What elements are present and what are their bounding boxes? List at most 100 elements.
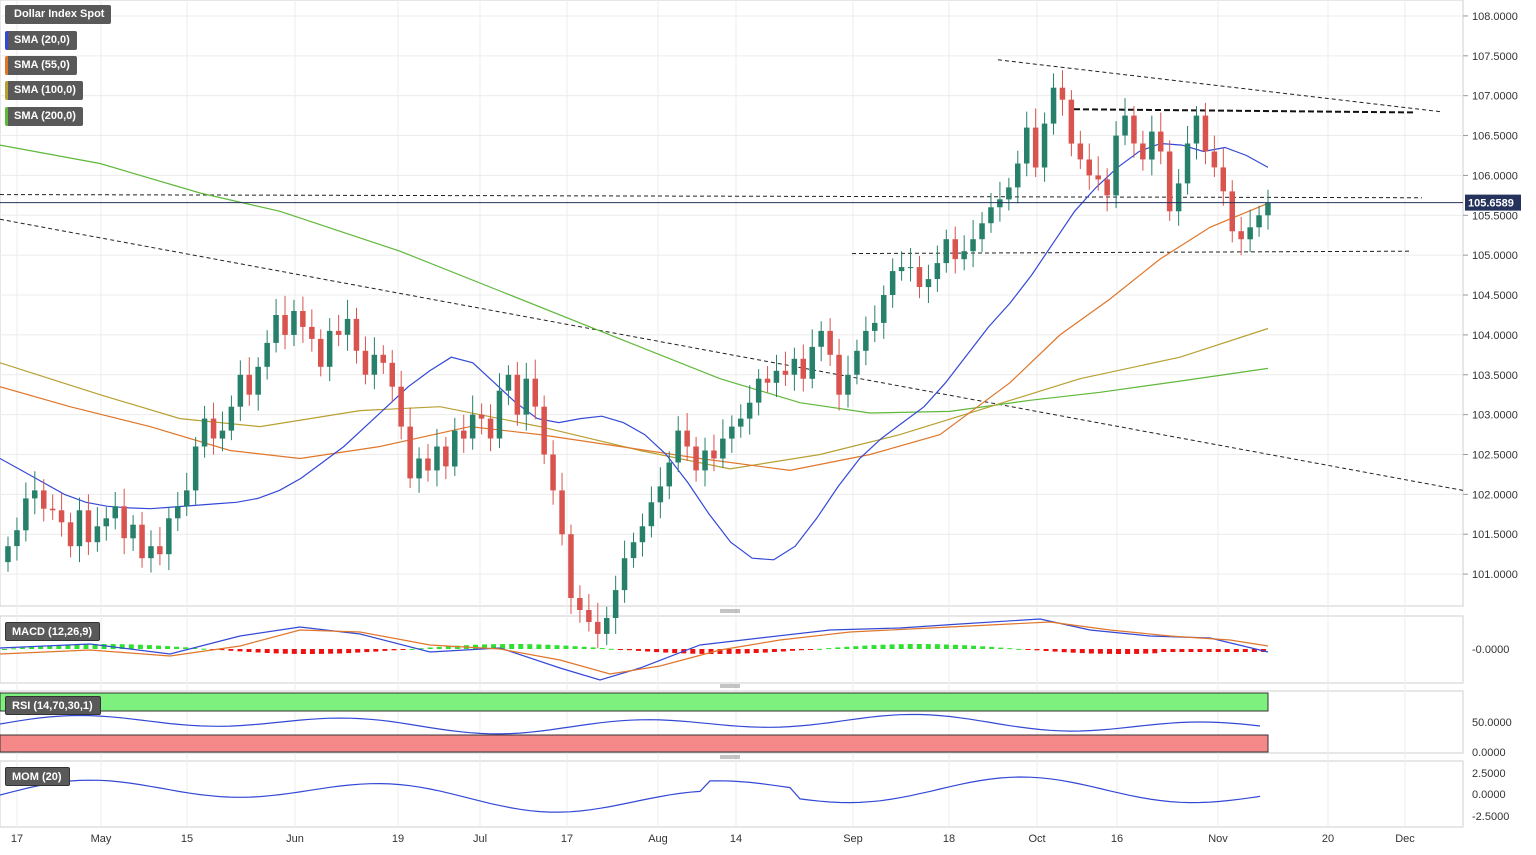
macd-histogram-bar [2,649,7,650]
price-tick-label: 104.0000 [1472,330,1518,342]
macd-histogram-bar [409,648,415,650]
candle-up [1041,123,1048,168]
macd-histogram-bar [708,649,714,654]
candle-up [434,446,440,471]
candle-up [925,279,932,288]
legend-sma200[interactable]: SMA (200,0) [5,107,83,126]
horizontal-top-channel [1073,108,1415,114]
candle-down [335,330,342,335]
macd-histogram-bar [626,649,632,651]
candle-down [550,454,556,491]
candle-down [318,338,324,367]
legend-sma20[interactable]: SMA (20,0) [5,31,77,50]
macd-histogram-bar [56,645,62,649]
macd-histogram-bar [174,646,180,649]
candle-down [782,370,789,375]
candle-up [219,430,226,439]
rsi-tick-label: 50.0000 [1472,717,1512,729]
candle-up [854,350,860,375]
macd-histogram-bar [536,644,542,649]
rsi-label-tag[interactable]: RSI (14,70,30,1) [5,696,101,715]
macd-histogram-bar [119,644,125,649]
macd-histogram-bar [500,644,506,649]
candle-up [148,546,154,559]
candle-up [228,406,235,431]
candle-up [184,490,190,507]
instrument-title: Dollar Index Spot [14,8,105,20]
candle-down [1220,167,1226,192]
rsi-tick-label: 0.0000 [1472,747,1506,759]
candle-down [121,506,127,539]
candle-down [282,315,288,335]
candle-up [818,330,824,347]
macd-histogram-bar [699,649,705,654]
candle-down [577,598,583,610]
macd-histogram-bar [1170,649,1176,652]
mom-label-tag[interactable]: MOM (20) [5,767,70,786]
legend-sma55[interactable]: SMA (55,0) [5,56,77,75]
candle-down [41,490,47,509]
candle-up [1149,131,1155,160]
macd-histogram-bar [744,649,750,654]
candle-down [541,406,547,455]
price-tick-label: 106.5000 [1472,131,1518,143]
candle-up [273,315,279,343]
x-tick-label: 16 [1111,833,1123,845]
macd-histogram-bar [264,649,270,653]
macd-histogram-bar [473,644,478,649]
candle-up [604,618,610,634]
candle-up [1256,215,1262,228]
price-tick-label: 107.5000 [1472,51,1518,63]
macd-histogram-bar [146,645,152,649]
macd-histogram-bar [165,646,170,649]
macd-histogram-bar [364,649,370,653]
macd-histogram-bar [291,649,297,654]
macd-histogram-bar [518,644,524,649]
candle-down [425,458,431,471]
macd-histogram-bar [971,645,977,649]
macd-histogram-bar [400,649,406,650]
macd-histogram-bar [780,649,786,652]
macd-histogram-bar [201,648,207,650]
macd-histogram-bar [1025,649,1031,650]
candle-down [1140,143,1146,160]
candle-up [201,418,208,447]
candle-up [469,414,476,439]
candle-up [1265,202,1271,216]
macd-histogram-bar [101,644,107,649]
candle-up [845,374,851,395]
candle-down [514,374,521,415]
candle-up [881,295,887,323]
legend-sma100[interactable]: SMA (100,0) [5,81,83,100]
candle-down [1166,151,1173,212]
candle-up [702,450,708,471]
mom-panel-frame [0,760,1464,828]
price-tick-label: 102.0000 [1472,489,1518,501]
price-tick-label: 103.0000 [1472,410,1518,422]
macd-histogram-bar [925,644,931,649]
candle-up [371,354,378,375]
macd-histogram-bar [183,647,189,649]
macd-histogram-bar [328,649,334,654]
candle-down [1131,115,1137,144]
candle-up [32,490,38,499]
macd-histogram-bar [373,649,379,652]
last-price-badge [1465,194,1521,211]
macd-histogram-bar [128,644,134,649]
macd-histogram-bar [1224,649,1230,652]
macd-histogram-bar [753,649,759,653]
macd-histogram-bar [1016,648,1022,650]
candle-down [246,374,252,395]
candle-down [684,430,690,447]
macd-histogram-bar [1197,649,1203,652]
macd-histogram-bar [1242,649,1248,652]
instrument-title-tag[interactable]: Dollar Index Spot [5,5,112,24]
macd-label-tag[interactable]: MACD (12,26,9) [5,622,101,641]
candle-up [773,370,780,383]
candle-down [693,446,699,471]
mom-label: MOM (20) [12,771,62,783]
macd-histogram-bar [1043,649,1049,651]
candle-down [532,378,538,407]
macd-histogram-bar [862,645,868,649]
